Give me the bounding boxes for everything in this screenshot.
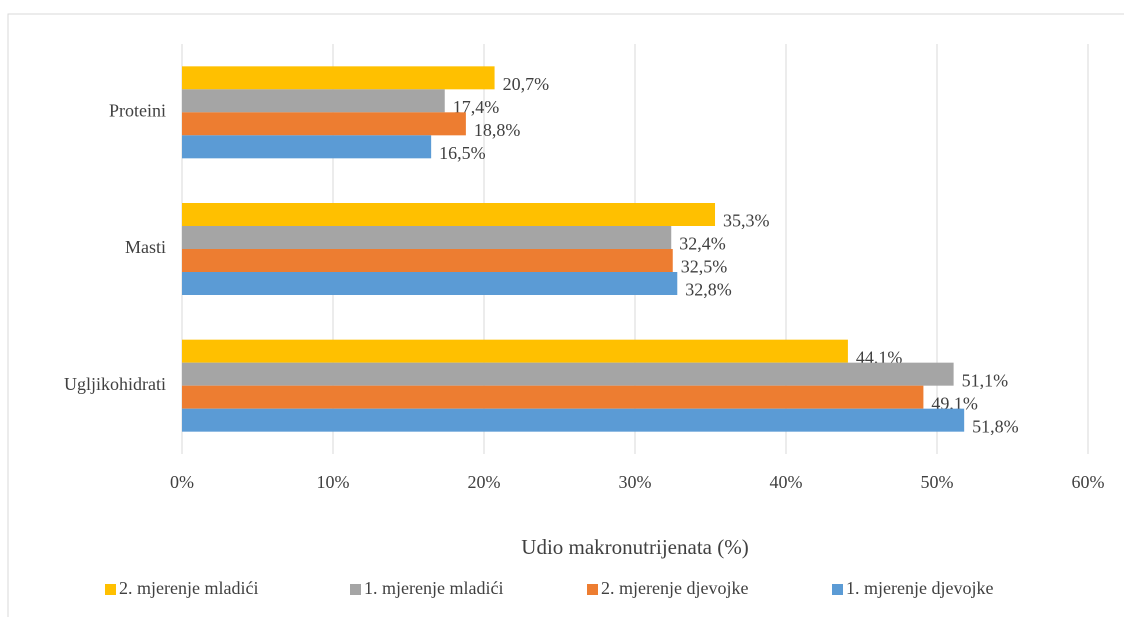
bar bbox=[182, 135, 432, 159]
bar bbox=[182, 112, 466, 136]
legend-swatch bbox=[587, 584, 598, 595]
data-label: 35,3% bbox=[723, 211, 770, 231]
bar bbox=[182, 339, 848, 363]
y-tick-label: Masti bbox=[125, 237, 166, 257]
legend-swatch bbox=[350, 584, 361, 595]
x-tick-label: 40% bbox=[770, 472, 803, 492]
data-label: 18,8% bbox=[474, 120, 521, 140]
x-tick-label: 50% bbox=[921, 472, 954, 492]
bar bbox=[182, 272, 678, 295]
data-label: 51,1% bbox=[962, 370, 1009, 390]
chart-border bbox=[7, 13, 1124, 617]
y-tick-label: Ugljikohidrati bbox=[64, 374, 166, 394]
y-tick-label: Proteini bbox=[109, 100, 166, 120]
legend-swatch bbox=[832, 584, 843, 595]
legend-label: 2. mjerenje mladići bbox=[119, 578, 258, 598]
data-label: 32,8% bbox=[685, 280, 732, 300]
x-axis-label: Udio makronutrijenata (%) bbox=[521, 535, 748, 559]
data-label: 16,5% bbox=[439, 143, 486, 163]
bar bbox=[182, 408, 965, 432]
x-tick-label: 0% bbox=[170, 472, 194, 492]
bar bbox=[182, 385, 924, 409]
data-label: 20,7% bbox=[503, 74, 550, 94]
data-label: 32,5% bbox=[681, 257, 728, 277]
legend-label: 1. mjerenje djevojke bbox=[846, 578, 993, 598]
x-tick-label: 60% bbox=[1072, 472, 1105, 492]
bar bbox=[182, 66, 495, 90]
data-label: 51,8% bbox=[972, 416, 1019, 436]
bar bbox=[182, 226, 672, 249]
bar bbox=[182, 362, 954, 386]
x-tick-label: 30% bbox=[619, 472, 652, 492]
legend-label: 1. mjerenje mladići bbox=[364, 578, 503, 598]
legend-label: 2. mjerenje djevojke bbox=[601, 578, 748, 598]
x-tick-label: 10% bbox=[317, 472, 350, 492]
data-label: 17,4% bbox=[453, 97, 500, 117]
bar bbox=[182, 203, 716, 226]
x-tick-label: 20% bbox=[468, 472, 501, 492]
data-label: 32,4% bbox=[679, 234, 726, 254]
bar bbox=[182, 89, 445, 113]
data-label: 44,1% bbox=[856, 347, 903, 367]
bar bbox=[182, 249, 673, 272]
legend-swatch bbox=[105, 584, 116, 595]
data-label: 49,1% bbox=[931, 393, 978, 413]
